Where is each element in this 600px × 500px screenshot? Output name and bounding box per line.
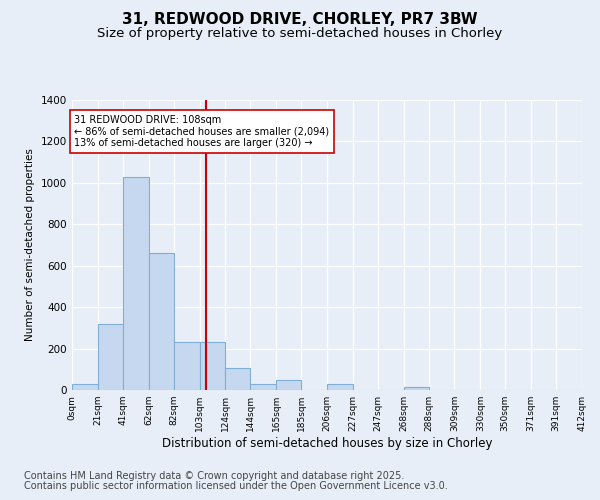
- X-axis label: Distribution of semi-detached houses by size in Chorley: Distribution of semi-detached houses by …: [162, 437, 492, 450]
- Bar: [72, 384, 98, 390]
- Y-axis label: Number of semi-detached properties: Number of semi-detached properties: [25, 148, 35, 342]
- Bar: [327, 384, 353, 390]
- Text: 31, REDWOOD DRIVE, CHORLEY, PR7 3BW: 31, REDWOOD DRIVE, CHORLEY, PR7 3BW: [122, 12, 478, 28]
- Bar: [173, 342, 199, 390]
- Bar: [404, 387, 428, 390]
- Bar: [149, 254, 173, 390]
- Bar: [226, 368, 250, 390]
- Bar: [250, 384, 276, 390]
- Text: Contains public sector information licensed under the Open Government Licence v3: Contains public sector information licen…: [24, 481, 448, 491]
- Bar: [276, 380, 301, 390]
- Text: Contains HM Land Registry data © Crown copyright and database right 2025.: Contains HM Land Registry data © Crown c…: [24, 471, 404, 481]
- Bar: [98, 324, 123, 390]
- Text: Size of property relative to semi-detached houses in Chorley: Size of property relative to semi-detach…: [97, 28, 503, 40]
- Bar: [199, 342, 226, 390]
- Bar: [123, 176, 149, 390]
- Text: 31 REDWOOD DRIVE: 108sqm
← 86% of semi-detached houses are smaller (2,094)
13% o: 31 REDWOOD DRIVE: 108sqm ← 86% of semi-d…: [74, 114, 329, 148]
